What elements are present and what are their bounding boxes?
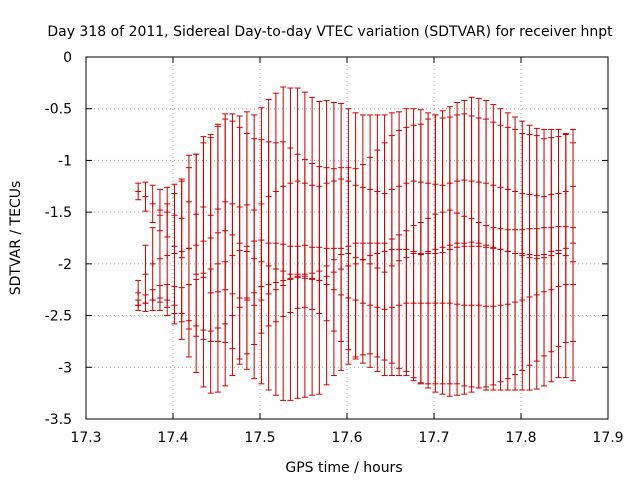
errorbar-point [251, 240, 258, 346]
errorbar-point [243, 245, 250, 355]
errorbar-point [403, 230, 410, 377]
errorbar-point [461, 215, 468, 395]
errorbar-point [149, 184, 156, 223]
errorbar-point [425, 217, 432, 389]
y-tick-label: -3.5 [45, 412, 72, 428]
y-tick-label: -2 [58, 257, 72, 273]
errorbar-point [142, 181, 149, 212]
error-bars [135, 86, 577, 401]
errorbar-point [178, 287, 185, 340]
errorbar-point [432, 213, 439, 393]
errorbar-point [497, 228, 504, 383]
errorbar-point [294, 245, 301, 309]
errorbar-point [541, 227, 548, 357]
errorbar-point [338, 247, 345, 342]
errorbar-point [236, 249, 243, 365]
y-axis-label: SDTVAR / TECUs [8, 181, 24, 296]
errorbar-point [280, 243, 287, 318]
errorbar-point [388, 238, 395, 377]
chart-title: Day 318 of 2011, Sidereal Day-to-day VTE… [47, 24, 613, 40]
errorbar-point [512, 229, 519, 376]
errorbar-point [555, 226, 562, 348]
errorbar-point [475, 221, 482, 389]
errorbar-point [396, 234, 403, 377]
y-tick-label: -1.5 [45, 205, 72, 221]
x-tick-label: 17.8 [505, 430, 536, 446]
errorbar-point [504, 229, 511, 380]
errorbar-point [526, 228, 533, 366]
errorbar-point [439, 211, 446, 395]
errorbar-point [135, 299, 142, 311]
errorbar-point [171, 286, 178, 325]
axis-ticks: 17.3 17.4 17.5 17.6 17.7 17.8 17.9 0 -0.5 -1 -1.5 -… [45, 50, 624, 446]
errorbar-point [345, 245, 352, 351]
errorbar-point [149, 289, 156, 311]
errorbar-point [164, 284, 171, 317]
errorbar-point [214, 263, 221, 393]
x-tick-label: 17.6 [331, 430, 362, 446]
errorbar-point [142, 294, 149, 312]
errorbar-point [309, 246, 316, 310]
errorbar-point [468, 217, 475, 393]
y-tick-label: -0.5 [45, 102, 72, 118]
errorbar-point [533, 228, 540, 362]
errorbar-point [490, 227, 497, 386]
errorbar-point [374, 242, 381, 372]
x-tick-label: 17.7 [418, 430, 449, 446]
errorbar-point [483, 225, 490, 388]
y-tick-label: -1 [58, 153, 72, 169]
errorbar-point [135, 182, 142, 201]
errorbar-point [548, 227, 555, 353]
errorbar-point [367, 242, 374, 368]
errorbar-point [446, 209, 453, 397]
errorbar-point [272, 242, 279, 323]
errorbar-point [381, 242, 388, 377]
errorbar-point [410, 225, 417, 382]
errorbar-point [562, 226, 569, 343]
errorbar-point [200, 272, 207, 388]
errorbar-point [330, 247, 337, 332]
y-tick-label: -2.5 [45, 309, 72, 325]
x-tick-label: 17.4 [157, 430, 188, 446]
errorbar-point [222, 261, 229, 387]
errorbar-point [258, 239, 265, 334]
errorbar-point [229, 255, 236, 377]
errorbar-point [185, 284, 192, 358]
x-tick-label: 17.5 [244, 430, 275, 446]
y-tick-label: 0 [63, 50, 72, 66]
errorbar-point [359, 242, 366, 364]
y-tick-label: -3 [58, 360, 72, 376]
errorbar-point [301, 244, 308, 308]
errorbar-point [265, 242, 272, 327]
x-tick-label: 17.9 [592, 430, 623, 446]
errorbar-point [316, 246, 323, 315]
errorbar-point [287, 245, 294, 313]
errorbar-point [156, 285, 163, 311]
errorbar-point [570, 227, 577, 342]
errorbar-point [207, 268, 214, 394]
series-lower [135, 209, 577, 397]
errorbar-point [454, 212, 461, 396]
errorbar-point [417, 221, 424, 385]
x-tick-label: 17.3 [70, 430, 101, 446]
errorbar-point [323, 247, 330, 322]
errorbar-point [193, 278, 200, 373]
x-axis-label: GPS time / hours [285, 460, 402, 476]
errorbar-point [519, 229, 526, 371]
errorbar-point [352, 242, 359, 358]
